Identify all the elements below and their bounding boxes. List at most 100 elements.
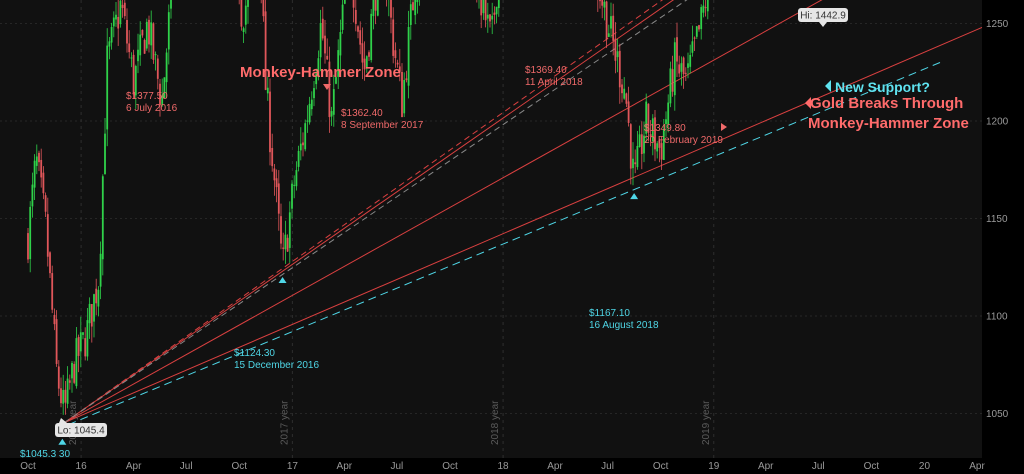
x-tick-label: 20	[919, 461, 931, 472]
marker-feb-2019	[721, 123, 727, 131]
x-tick-label: 17	[287, 461, 299, 472]
candle-body	[394, 50, 397, 59]
annotation-sep-2017-price: $1362.40	[341, 108, 383, 119]
candle-body	[401, 71, 403, 118]
y-tick-label: 1200	[986, 117, 1009, 128]
x-tick-label: 19	[708, 461, 720, 472]
candle-body	[372, 0, 375, 17]
candle-body	[128, 43, 131, 53]
candle-body	[57, 366, 60, 389]
y-tick-label: 1050	[986, 409, 1009, 420]
annotation-low-price: $1045.3 30	[20, 449, 70, 460]
x-axis: Oct 16 Apr Jul Oct 17 Apr Jul Oct 18 Apr Jul Oct 19 Ap…	[20, 461, 985, 472]
candle-body	[42, 172, 45, 194]
candle-body	[31, 184, 34, 207]
annotation-feb-2019-date: 20 February 2019	[644, 135, 723, 146]
candle-body	[64, 389, 67, 403]
candle-body	[269, 91, 271, 153]
candle-body	[682, 57, 685, 75]
candle-body	[484, 0, 487, 21]
candle-body	[40, 159, 43, 178]
candle-body	[71, 362, 73, 379]
candle-body	[126, 19, 128, 44]
candle-body	[302, 142, 304, 146]
candle-body	[363, 58, 366, 70]
candle-body	[306, 120, 309, 122]
candle-body	[497, 0, 500, 9]
callout-zone-top: Monkey-Hammer Zone	[240, 64, 401, 81]
candle-body	[97, 289, 100, 307]
callout-support-arrow	[825, 80, 831, 92]
candle-body	[132, 54, 135, 95]
candle-body	[121, 4, 124, 8]
candle-body	[669, 68, 672, 104]
candle-body	[148, 19, 150, 45]
candle-body	[46, 214, 49, 257]
candle-body	[684, 72, 687, 74]
lo-label-box	[55, 423, 107, 437]
candle-body	[286, 237, 289, 252]
candle-body	[86, 320, 89, 357]
candle-body	[627, 101, 630, 123]
x-tick-label: Apr	[337, 461, 353, 472]
candle-body	[368, 52, 370, 57]
candle-body	[491, 15, 494, 20]
annotation-jul-2016-price: $1377.50	[126, 91, 168, 102]
candle-body	[291, 183, 293, 209]
candle-body	[93, 294, 95, 322]
candle-body	[691, 41, 694, 53]
candle-body	[654, 117, 656, 150]
candle-body	[495, 6, 498, 15]
plot-area	[0, 0, 982, 458]
candle-body	[493, 12, 496, 15]
candle-body	[88, 303, 91, 324]
annotation-apr-2018-price: $1369.40	[525, 65, 567, 76]
candle-body	[671, 69, 674, 92]
candle-body	[629, 124, 632, 169]
candle-body	[398, 66, 401, 72]
candle-body	[163, 77, 166, 99]
candle-body	[680, 63, 683, 72]
candle-body	[601, 0, 604, 6]
candle-body	[115, 14, 117, 20]
candle-body	[130, 57, 133, 59]
candle-body	[665, 119, 667, 125]
trendline-fan-dashed	[64, 0, 664, 424]
candle-body	[145, 21, 148, 49]
candle-body	[625, 93, 628, 104]
annotation-feb-2019-price: $1349.80	[644, 123, 686, 134]
marker-low	[58, 438, 67, 445]
lo-label-text: Lo: 1045.4	[57, 426, 105, 437]
candle-body	[651, 118, 654, 142]
candle-body	[29, 206, 32, 260]
candle-body	[108, 41, 111, 47]
y-tick-label: 1150	[986, 214, 1008, 225]
x-tick-label: Oct	[20, 461, 36, 472]
candle-body	[79, 332, 82, 352]
annotation-aug-2018-price: $1167.10	[589, 308, 630, 319]
candle-body	[295, 170, 298, 187]
candle-body	[647, 103, 650, 133]
candle-body	[51, 273, 54, 310]
candle-body	[693, 37, 696, 39]
candle-body	[104, 133, 106, 175]
candle-body	[117, 16, 120, 29]
candle-body	[365, 56, 368, 68]
candle-body	[489, 14, 491, 22]
candle-body	[689, 54, 692, 67]
candle-body	[412, 2, 414, 11]
overlay: $1377.506 July 2016 $1362.408 September 2…	[20, 8, 969, 460]
candle-body	[339, 32, 342, 56]
candle-body	[354, 9, 357, 24]
candle-body	[99, 253, 102, 287]
candle-body	[618, 50, 621, 88]
candle-body	[82, 332, 84, 335]
candle-body	[392, 19, 395, 56]
candle-body	[159, 83, 161, 106]
candle-body	[77, 337, 80, 356]
candle-body	[605, 1, 608, 40]
candle-body	[95, 288, 98, 304]
candle-body	[73, 364, 76, 383]
annotation-sep-2017-date: 8 September 2017	[341, 120, 424, 131]
x-tick-label: Apr	[758, 461, 774, 472]
